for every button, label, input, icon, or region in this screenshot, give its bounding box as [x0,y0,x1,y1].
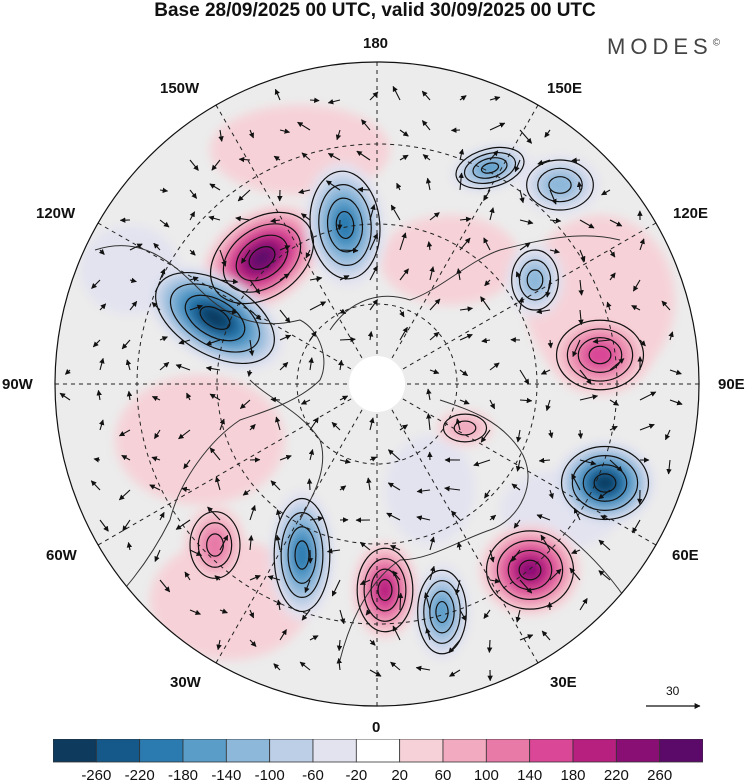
anomaly-north-pacific-low [543,172,577,198]
colorbar-box [486,739,529,762]
lon-label-150w: 150W [160,80,199,97]
wind-arrow [271,399,280,400]
colorbar-box [573,739,616,762]
colorbar [53,739,703,763]
wind-arrow [572,160,580,161]
anomaly-siberia-low [523,265,547,296]
colorbar-box [313,739,356,762]
lon-label-180: 180 [363,35,388,52]
colorbar-label: 260 [647,767,672,784]
wind-arrow [309,479,310,490]
colorbar-label: -100 [255,767,285,784]
colorbar-box [226,739,269,762]
colorbar-label: 180 [560,767,585,784]
lon-label-120w: 120W [36,205,75,222]
colorbar-box [400,739,443,762]
vector-scale-label: 30 [666,684,679,698]
colorbar-label: -140 [211,767,241,784]
colorbar-box [53,739,96,762]
lon-label-30w: 30W [170,674,201,691]
colorbar-box [183,739,226,762]
colorbar-box [96,739,139,762]
colorbar-label: -220 [125,767,155,784]
colorbar-label: 60 [435,767,452,784]
colorbar-label: 140 [517,767,542,784]
colorbar-label: -20 [345,767,367,784]
colorbar-box [443,739,486,762]
anomaly-weak-pos-siberia [380,215,520,305]
lon-label-90e: 90E [718,376,745,393]
lon-label-150e: 150E [547,80,582,97]
colorbar-label: -260 [81,767,111,784]
colorbar-box [270,739,313,762]
anomaly-kazakh-low [595,475,615,492]
colorbar-box [140,739,183,762]
wind-arrow [340,250,358,251]
wind-arrow [400,593,401,610]
colorbar-label: 220 [604,767,629,784]
colorbar-label: -60 [302,767,324,784]
lon-label-90w: 90W [2,376,33,393]
colorbar-label: -180 [168,767,198,784]
colorbar-label: 100 [474,767,499,784]
wind-arrow [358,189,370,190]
lon-label-60w: 60W [46,547,77,564]
lon-label-120e: 120E [673,205,708,222]
anomaly-greenland-high [202,528,228,562]
anomaly-central-asia-high [583,342,616,369]
wind-arrow [340,339,355,340]
polar-cap [349,356,405,412]
colorbar-box [616,739,659,762]
wind-arrow [489,640,490,652]
colorbar-box [356,739,399,762]
anomaly-atlantic-low [293,537,310,572]
anomaly-weak-pos-west [115,375,285,505]
lon-label-0: 0 [372,719,380,736]
colorbar-label: 20 [391,767,408,784]
lon-label-30e: 30E [550,674,577,691]
lon-label-60e: 60E [672,547,699,564]
colorbar-box [660,739,703,762]
anomaly-scandinavia-high [376,577,393,603]
wind-arrow [310,100,319,101]
colorbar-box [530,739,573,762]
